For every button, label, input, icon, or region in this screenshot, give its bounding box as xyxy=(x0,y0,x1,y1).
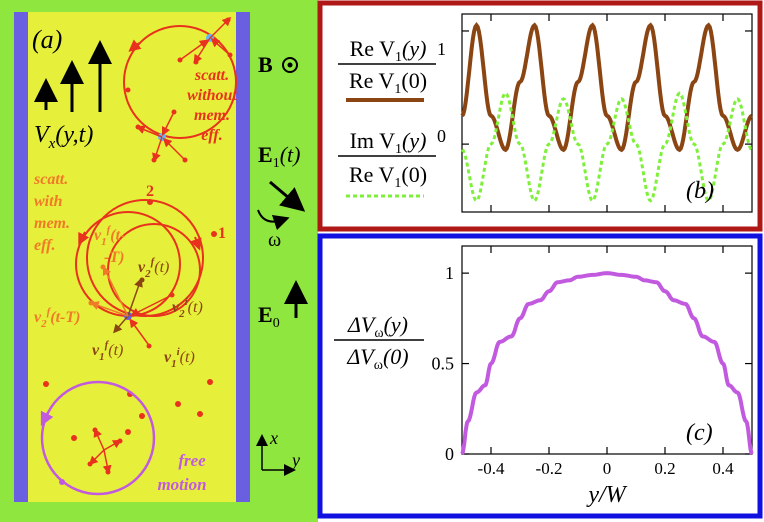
panel-a: (a) Vx(y,t) xyxy=(0,0,318,522)
e0-label: E0 xyxy=(258,302,280,331)
e1-label: E1(t) xyxy=(258,142,300,171)
panel-a-label: (a) xyxy=(32,25,62,54)
velocity-vector-v2f-tT xyxy=(89,301,129,317)
re-numerator: Re V1(y) xyxy=(350,36,427,65)
velocity-vector xyxy=(135,125,163,138)
x-tick-label: -0.4 xyxy=(478,459,505,478)
im-denominator: Re V1(0) xyxy=(349,162,427,191)
y-tick-label: 1 xyxy=(445,263,454,283)
b-field-label: B xyxy=(258,52,273,77)
velocity-vector xyxy=(179,39,209,61)
circle-direction-arrow xyxy=(128,39,142,52)
y-tick-label: 0.5 xyxy=(432,354,455,374)
orbit-number-2: 2 xyxy=(146,183,154,200)
scatt-without-memory: scatt. without mem. eff. xyxy=(123,16,237,163)
e1-arrow xyxy=(269,180,306,212)
free-motion: free motion xyxy=(40,380,207,496)
velocity-vector xyxy=(210,38,231,56)
panel-c-frame xyxy=(317,233,763,519)
x-tick-label: -0.2 xyxy=(536,459,563,478)
scatt-without-line3: mem. xyxy=(194,107,230,124)
scatt-without-line1: scatt. xyxy=(194,67,229,84)
vx-label: Vx(y,t) xyxy=(34,122,93,152)
panel-b-lines xyxy=(460,21,753,203)
velocity-vector xyxy=(93,427,105,451)
scatt-without-line2: without xyxy=(187,87,237,104)
velocity-vector xyxy=(152,136,163,163)
b-field-out-of-plane-icon xyxy=(282,57,298,73)
circle-direction-arrow xyxy=(40,410,54,427)
velocity-vector xyxy=(102,449,112,475)
panel-c-xlabel: y/W xyxy=(586,482,627,508)
panel-b-ytick-1: 1 xyxy=(437,39,446,59)
rotation-icon xyxy=(257,209,290,231)
panel-b-label: (b) xyxy=(686,178,714,204)
c-denominator: ΔVω(0) xyxy=(346,344,408,373)
free-motion-line2: motion xyxy=(157,475,206,494)
panel-b: 1 0 Re V1(y) Re V1(0) Im V1(y) Re V1(0) … xyxy=(317,0,763,232)
free-motion-circle xyxy=(40,380,156,496)
omega-label: ω xyxy=(268,229,281,251)
panel-c-ticks: 0 0.5 1 -0.4 -0.2 0 0.2 0.4 xyxy=(432,246,752,478)
label-v1i-t: v1i(t) xyxy=(164,346,195,370)
circle-direction-arrow xyxy=(78,231,90,246)
orbit-number-1: 1 xyxy=(218,225,226,242)
velocity-vector xyxy=(103,439,122,451)
series-re-v1 xyxy=(460,21,753,153)
scatt-without-line4: eff. xyxy=(201,127,222,144)
panel-b-ticks xyxy=(462,14,752,212)
label-v1f-tT: v1f(t- xyxy=(94,224,125,248)
y-tick-label: 0 xyxy=(445,444,454,464)
velocity-arrows xyxy=(34,40,112,112)
scatt-with-line4: eff. xyxy=(34,237,55,254)
label-v2f-t: v2f(t) xyxy=(138,256,169,280)
scatt-with-line2: with xyxy=(34,193,63,210)
velocity-vector-v1f-tT xyxy=(102,265,129,317)
label-v1f-t: v1f(t) xyxy=(92,339,123,363)
x-tick-label: 0 xyxy=(603,459,612,478)
panel-c-lines xyxy=(460,271,754,456)
axis-y-label: y xyxy=(290,450,300,470)
panel-c-label: (c) xyxy=(686,420,713,446)
panel-c: 0 0.5 1 -0.4 -0.2 0 0.2 0.4 ΔVω(y) ΔVω(0) (c) y… xyxy=(317,233,763,519)
left-wall xyxy=(14,12,28,502)
c-numerator: ΔVω(y) xyxy=(347,312,408,341)
label-v1f-tT-cont: -T) xyxy=(104,249,124,266)
impurity-dots xyxy=(43,379,213,441)
x-tick-label: 0.2 xyxy=(654,459,675,478)
scatt-circle xyxy=(123,25,237,139)
velocity-vector-v1i xyxy=(129,318,149,345)
channel xyxy=(14,12,250,502)
label-v2i-t: v2i(t) xyxy=(172,296,203,320)
x-tick-label: 0.4 xyxy=(712,459,734,478)
velocity-vector-v1f xyxy=(113,315,129,334)
velocity-vector xyxy=(209,16,232,39)
scatt-with-memory: scatt. with mem. eff. 2 1 xyxy=(33,171,226,370)
circle-direction-arrow xyxy=(190,236,202,251)
free-motion-line1: free xyxy=(178,451,206,470)
label-v2f-tT: v2f(t-T) xyxy=(34,306,80,330)
scatt-with-line1: scatt. xyxy=(33,171,68,188)
axis-x-label: x xyxy=(269,428,278,448)
velocity-vector xyxy=(161,111,175,137)
velocity-vector xyxy=(88,449,105,466)
velocity-vector-v2i xyxy=(129,295,171,317)
right-wall xyxy=(236,12,250,502)
scatt-with-line3: mem. xyxy=(34,215,70,232)
panel-b-ytick-0: 0 xyxy=(437,126,446,146)
series-im-v1 xyxy=(461,91,753,203)
re-denominator: Re V1(0) xyxy=(349,68,427,97)
im-numerator: Im V1(y) xyxy=(350,128,427,157)
velocity-vector xyxy=(162,137,186,161)
series-delta-v xyxy=(460,271,754,456)
